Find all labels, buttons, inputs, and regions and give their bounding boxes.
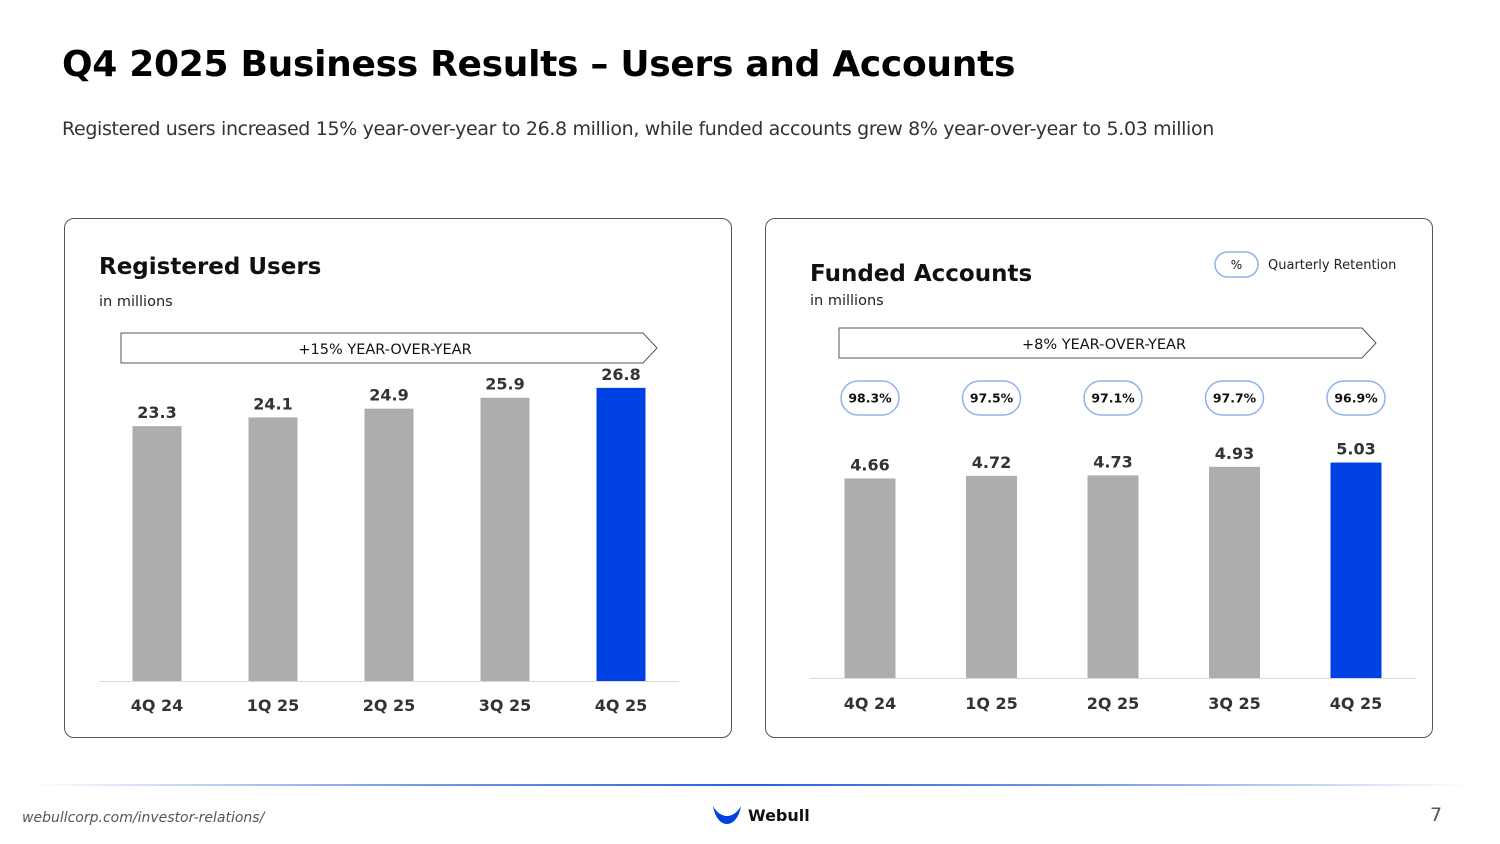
webull-bull-icon <box>713 806 741 824</box>
footer-url[interactable]: webullcorp.com/investor-relations/ <box>22 810 265 826</box>
funded-accounts-chart: Funded Accounts in millions % Quarterly … <box>810 251 1416 713</box>
bar-2q-25 <box>1087 475 1139 678</box>
retention-rate-label: 96.9% <box>1334 391 1378 406</box>
bar-value-label: 4.66 <box>850 455 889 474</box>
retention-pill <box>1326 380 1386 416</box>
yoy-growth-label: +15% YEAR-OVER-YEAR <box>298 342 471 358</box>
yoy-arrow-banner <box>838 327 1377 359</box>
x-tick-label: 1Q 25 <box>965 694 1018 713</box>
chart-title: Registered Users <box>99 254 321 280</box>
brand-logo: Webull <box>712 802 810 828</box>
retention-rate-label: 97.5% <box>970 391 1014 406</box>
bar-1q-25 <box>966 475 1017 678</box>
x-tick-label: 3Q 25 <box>479 696 532 715</box>
plot-area: 4.66 4Q 24 98.3% 4.72 1Q 25 97.5% 4.73 2Q 25 97.… <box>810 380 1416 713</box>
retention-rate-label: 97.1% <box>1091 391 1135 406</box>
bar-3q-25 <box>1209 466 1260 678</box>
bar-3q-25 <box>480 397 530 681</box>
bar-value-label: 25.9 <box>485 375 524 394</box>
bar-value-label: 4.72 <box>972 453 1011 472</box>
bar-1q-25 <box>248 417 298 681</box>
retention-legend-label: Quarterly Retention <box>1268 258 1396 273</box>
x-tick-label: 4Q 24 <box>131 696 184 715</box>
x-tick-label: 3Q 25 <box>1208 694 1261 713</box>
plot-area: 23.3 4Q 24 24.1 1Q 25 24.9 2Q 25 25.9 3Q 25 26.8… <box>99 365 679 715</box>
chart-title: Funded Accounts <box>810 261 1032 287</box>
yoy-growth-label: +8% YEAR-OVER-YEAR <box>1022 337 1186 353</box>
retention-legend-marker <box>1214 251 1259 278</box>
registered-users-panel: Registered Users in millions +15% YEAR-O… <box>64 218 732 738</box>
page-title: Q4 2025 Business Results – Users and Acc… <box>62 44 1016 85</box>
x-tick-label: 2Q 25 <box>1087 694 1140 713</box>
bar-4q-25 <box>596 387 646 681</box>
registered-users-chart: Registered Users in millions +15% YEAR-O… <box>99 254 679 715</box>
brand-name: Webull <box>748 805 810 825</box>
bar-value-label: 5.03 <box>1336 440 1375 459</box>
retention-rate-label: 97.7% <box>1213 391 1257 406</box>
retention-pill <box>1083 380 1143 416</box>
retention-pill <box>961 380 1022 416</box>
bar-4q-25 <box>1330 462 1382 678</box>
bar-value-label: 4.93 <box>1215 444 1254 463</box>
chart-unit-label: in millions <box>99 294 173 310</box>
bar-value-label: 26.8 <box>601 365 640 384</box>
yoy-arrow-banner <box>120 332 658 364</box>
bar-2q-25 <box>364 408 414 681</box>
funded-accounts-panel: Funded Accounts in millions % Quarterly … <box>765 218 1433 738</box>
x-tick-label: 4Q 25 <box>595 696 648 715</box>
x-tick-label: 2Q 25 <box>363 696 416 715</box>
retention-pill <box>1204 380 1265 416</box>
bar-value-label: 4.73 <box>1093 452 1132 471</box>
bar-value-label: 24.1 <box>253 394 292 413</box>
bar-4q-24 <box>844 478 896 678</box>
x-tick-label: 4Q 25 <box>1330 694 1383 713</box>
page-number: 7 <box>1430 804 1443 826</box>
chart-unit-label: in millions <box>810 293 884 309</box>
bar-4q-24 <box>132 426 182 681</box>
retention-pill <box>840 380 900 416</box>
page-subtitle: Registered users increased 15% year-over… <box>62 118 1214 140</box>
retention-legend-symbol: % <box>1231 258 1242 272</box>
bar-value-label: 23.3 <box>137 403 176 422</box>
bar-value-label: 24.9 <box>369 386 408 405</box>
x-tick-label: 4Q 24 <box>844 694 897 713</box>
footer-divider <box>28 784 1472 786</box>
retention-rate-label: 98.3% <box>848 391 892 406</box>
x-tick-label: 1Q 25 <box>247 696 300 715</box>
